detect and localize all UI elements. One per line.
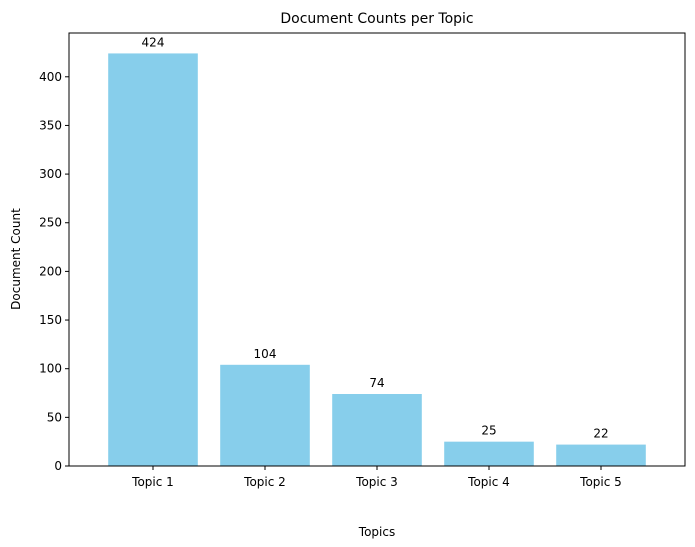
data-label-1: 424 [142, 35, 165, 49]
data-label-4: 25 [481, 424, 496, 438]
x-tick-label-2: Topic 2 [243, 475, 286, 489]
bar-4 [444, 441, 534, 466]
x-axis-label: Topics [358, 525, 395, 539]
chart-title: Document Counts per Topic [280, 11, 473, 27]
y-tick-label-350: 350 [39, 118, 62, 132]
x-tick-label-5: Topic 5 [579, 475, 622, 489]
y-tick-label-200: 200 [39, 264, 62, 278]
x-tick-label-4: Topic 4 [467, 475, 510, 489]
y-tick-label-100: 100 [39, 362, 62, 376]
x-tick-label-1: Topic 1 [131, 475, 174, 489]
data-label-3: 74 [369, 376, 384, 390]
data-label-5: 22 [593, 427, 608, 441]
x-axis-ticks: Topic 1 Topic 2 Topic 3 Topic 4 Topic 5 [131, 466, 622, 489]
x-tick-label-3: Topic 3 [355, 475, 398, 489]
y-tick-label-400: 400 [39, 70, 62, 84]
bar-2 [220, 364, 310, 466]
y-tick-label-50: 50 [47, 410, 62, 424]
bar-1 [108, 53, 198, 467]
bar-5 [556, 444, 646, 466]
bar-3 [332, 394, 422, 466]
data-labels-layer: 424 104 74 25 22 [142, 35, 609, 440]
data-label-2: 104 [254, 347, 277, 361]
y-tick-label-0: 0 [54, 459, 62, 473]
y-tick-label-150: 150 [39, 313, 62, 327]
plot-frame [68, 32, 686, 467]
y-axis-label: Document Count [9, 208, 23, 310]
bars-layer [108, 53, 646, 467]
y-axis-ticks: 0 50 100 150 200 250 300 350 400 [39, 70, 69, 473]
y-tick-label-300: 300 [39, 167, 62, 181]
y-tick-label-250: 250 [39, 216, 62, 230]
